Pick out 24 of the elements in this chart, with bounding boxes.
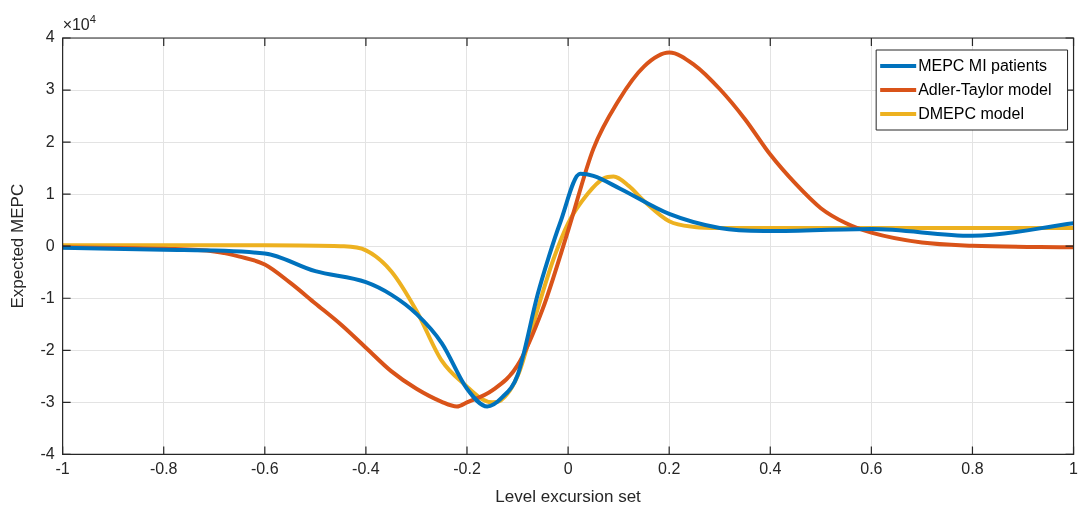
- y-tick-label: 4: [45, 28, 55, 46]
- x-tick-label: -0.6: [251, 460, 279, 478]
- y-tick-label: 2: [45, 132, 55, 150]
- x-tick-label: 0.2: [658, 460, 681, 478]
- x-tick-label: -0.2: [453, 460, 481, 478]
- x-tick-label: 0.4: [759, 460, 782, 478]
- y-tick-label: -1: [40, 288, 55, 306]
- x-tick-label: -0.8: [149, 460, 178, 478]
- y-tick-label: 0: [45, 236, 55, 254]
- y-tick-label: 1: [45, 184, 55, 202]
- legend-label: DMEPC model: [918, 105, 1024, 123]
- x-tick-label: 0: [563, 460, 573, 478]
- y-axis-title: Expected MEPC: [7, 183, 27, 309]
- x-tick-label: 0.6: [860, 460, 883, 478]
- y-tick-label: -4: [40, 444, 55, 462]
- x-tick-label: 1: [1069, 460, 1079, 478]
- x-axis-title: Level excursion set: [495, 487, 642, 507]
- x-tick-label: -0.4: [352, 460, 380, 478]
- x-tick-label: 0.8: [961, 460, 984, 478]
- y-tick-label: 3: [45, 80, 55, 98]
- y-tick-label: -3: [40, 392, 55, 410]
- legend-label: MEPC MI patients: [918, 57, 1048, 75]
- y-tick-label: -2: [40, 340, 55, 358]
- legend-label: Adler-Taylor model: [918, 81, 1052, 99]
